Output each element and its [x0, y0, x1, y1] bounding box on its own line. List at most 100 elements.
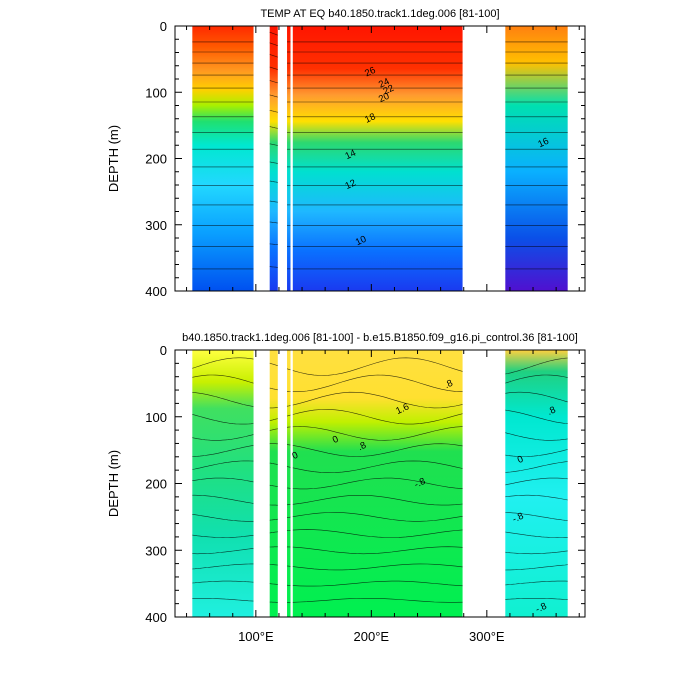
y-tick-label: 200	[145, 477, 167, 492]
chart-title: TEMP AT EQ b40.1850.track1.1deg.006 [81-…	[260, 8, 499, 20]
contour-label: -.8	[534, 601, 549, 616]
contour-label: .8	[546, 404, 558, 417]
contour-line	[192, 392, 254, 407]
contour-line	[505, 449, 568, 457]
contour-line	[269, 54, 278, 58]
contour-line	[505, 477, 568, 486]
contour-line	[286, 368, 291, 371]
x-tick-label: 200°E	[354, 629, 390, 644]
contour-line	[292, 391, 463, 409]
contour-line	[505, 550, 568, 555]
contour-line	[287, 414, 291, 417]
contour-label: 1.6	[394, 401, 411, 417]
y-tick-label: 300	[145, 543, 167, 558]
x-tick-label: 100°E	[238, 629, 274, 644]
contour-line	[269, 583, 278, 585]
contour-line	[269, 484, 278, 487]
contour-line	[505, 564, 568, 571]
contour-line	[505, 580, 568, 586]
contour-line	[192, 548, 254, 555]
contour-line	[269, 126, 278, 129]
contour-line	[192, 477, 254, 483]
y-tick-label: 400	[145, 610, 167, 625]
contour-label: 22	[382, 83, 396, 97]
contour-label: 24	[377, 76, 391, 90]
y-tick-label: 400	[145, 284, 167, 299]
contour-label: .8	[443, 378, 455, 391]
contour-line	[292, 529, 463, 538]
ocean-field-4	[292, 350, 463, 617]
contour-line	[292, 580, 463, 587]
contour-line	[269, 42, 278, 46]
contour-line	[505, 374, 568, 384]
contour-line	[192, 563, 254, 570]
contour-line	[292, 546, 463, 555]
contour-line	[269, 243, 278, 245]
ocean-field-1	[192, 350, 254, 617]
contour-line	[269, 94, 278, 98]
ocean-field-3	[287, 350, 291, 617]
y-axis-label: DEPTH (m)	[106, 125, 121, 192]
ocean-field-5	[505, 26, 568, 291]
contour-line	[505, 432, 568, 441]
contour-line	[505, 461, 568, 473]
contour-label: 12	[344, 178, 358, 192]
contour-line	[269, 428, 278, 431]
contour-label: 18	[363, 111, 377, 125]
contour-line	[192, 445, 254, 457]
contour-line	[269, 110, 278, 113]
contour-line	[505, 391, 568, 403]
contour-line	[292, 460, 463, 474]
contour-label: 20	[377, 91, 391, 105]
contour-line	[269, 80, 278, 84]
contour-label: 0	[331, 434, 340, 446]
contour-line	[269, 418, 278, 421]
contour-line	[269, 180, 278, 183]
ocean-field-5	[505, 350, 568, 617]
x-tick-label: 300°E	[469, 629, 505, 644]
ocean-field-2	[269, 26, 278, 291]
contour-line	[269, 362, 278, 366]
y-tick-label: 100	[145, 85, 167, 100]
contour-line	[192, 514, 254, 522]
contour-line	[286, 405, 291, 407]
contour-line	[287, 516, 291, 518]
contour-line	[292, 598, 463, 603]
contour-line	[269, 518, 278, 521]
contour-line	[292, 409, 463, 425]
contour-line	[192, 374, 254, 384]
contour-label: 0	[516, 454, 525, 466]
contour-line	[505, 531, 568, 538]
contour-label: 16	[536, 136, 550, 150]
contour-line	[292, 357, 463, 376]
ocean-field-1	[192, 26, 254, 291]
panel-2: 1.6 .8 .8 0 .8 0 0 -.8 -.8 -.8 0 100 200 300 400 100°E 2…	[106, 332, 586, 644]
contour-line	[269, 564, 278, 566]
contour-line	[292, 374, 463, 392]
contour-label: 0	[290, 450, 299, 462]
contour-line	[292, 443, 463, 457]
contour-label: .8	[356, 440, 368, 453]
contour-line	[269, 387, 278, 391]
contour-line	[505, 598, 568, 600]
contour-label: -.8	[511, 511, 526, 526]
contour-line	[269, 200, 278, 203]
contour-line	[269, 31, 278, 36]
contour-line	[192, 494, 254, 504]
ocean-field-3	[287, 26, 291, 291]
contour-line	[505, 357, 568, 375]
contour-line	[269, 462, 278, 465]
y-tick-label: 200	[145, 152, 167, 167]
contour-line	[505, 494, 568, 501]
contour-line	[286, 466, 291, 468]
contour-line	[192, 598, 254, 602]
contour-line	[292, 495, 463, 506]
contour-line	[192, 357, 254, 369]
contour-line	[269, 161, 278, 164]
contour-line	[269, 221, 278, 224]
contour-line	[269, 66, 278, 70]
contour-label: -.8	[413, 476, 428, 491]
contour-line	[505, 512, 568, 521]
